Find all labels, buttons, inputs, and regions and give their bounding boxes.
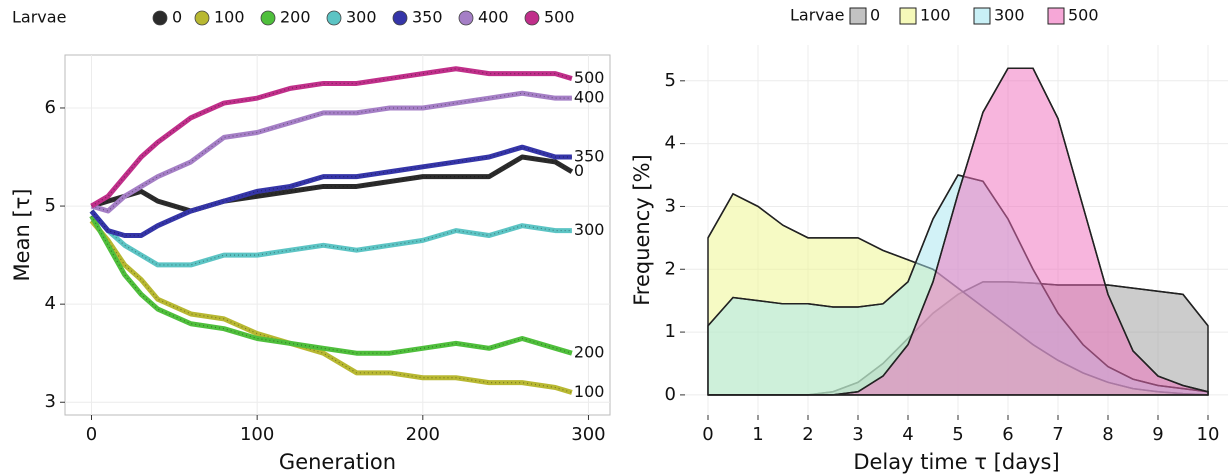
y-tick-label: 3 bbox=[665, 195, 676, 216]
x-axis-label: Generation bbox=[279, 450, 396, 474]
series-line bbox=[90, 90, 572, 214]
series-line bbox=[90, 154, 574, 214]
legend-label: 100 bbox=[920, 6, 951, 25]
series-line-dots bbox=[91, 210, 572, 266]
y-axis-label: Mean [τ] bbox=[10, 189, 34, 282]
y-tick-label: 4 bbox=[45, 293, 56, 314]
legend-label: 0 bbox=[870, 6, 880, 25]
legend-swatch bbox=[392, 10, 408, 26]
series-line-dots bbox=[91, 156, 573, 212]
y-tick-label: 3 bbox=[45, 391, 56, 412]
end-label: 100 bbox=[574, 382, 605, 401]
legend-swatch bbox=[524, 10, 540, 26]
legend-swatch bbox=[458, 10, 474, 26]
legend-swatch bbox=[260, 10, 276, 26]
series-line bbox=[89, 214, 573, 356]
end-label: 350 bbox=[574, 147, 605, 166]
x-tick-label: 0 bbox=[86, 424, 97, 445]
legend-swatch bbox=[849, 7, 867, 25]
x-tick-label: 200 bbox=[406, 424, 440, 445]
legend-swatch bbox=[899, 7, 917, 25]
x-tick-label: 300 bbox=[571, 424, 605, 445]
series-line bbox=[89, 144, 572, 238]
legend-label: 100 bbox=[214, 8, 245, 27]
x-tick-label: 1 bbox=[752, 424, 763, 445]
legend-swatch bbox=[1047, 7, 1065, 25]
x-tick-label: 7 bbox=[1052, 424, 1063, 445]
x-tick-label: 9 bbox=[1152, 424, 1163, 445]
legend-title: Larvae bbox=[790, 6, 844, 25]
end-label: 500 bbox=[574, 68, 605, 87]
x-tick-label: 5 bbox=[952, 424, 963, 445]
end-label: 0 bbox=[574, 161, 584, 180]
x-tick-label: 4 bbox=[902, 424, 913, 445]
legend-label: 200 bbox=[280, 8, 311, 27]
y-tick-label: 1 bbox=[665, 321, 676, 342]
legend-label: 300 bbox=[994, 6, 1025, 25]
legend-swatch bbox=[326, 10, 342, 26]
series-line-dots bbox=[91, 68, 573, 207]
y-tick-label: 5 bbox=[45, 195, 56, 216]
x-tick-label: 2 bbox=[802, 424, 813, 445]
x-axis-label: Delay time τ [days] bbox=[853, 450, 1059, 474]
x-tick-label: 100 bbox=[240, 424, 274, 445]
area-outline bbox=[708, 67, 1209, 396]
legend-swatch bbox=[152, 10, 168, 26]
x-tick-label: 10 bbox=[1197, 424, 1220, 445]
legend-label: 400 bbox=[478, 8, 509, 27]
legend-label: 500 bbox=[1068, 6, 1099, 25]
y-tick-label: 0 bbox=[665, 384, 676, 405]
y-tick-label: 5 bbox=[665, 70, 676, 91]
legend-swatch bbox=[973, 7, 991, 25]
series-line-dots bbox=[90, 215, 573, 354]
series-line bbox=[89, 209, 572, 268]
y-tick-label: 6 bbox=[45, 97, 56, 118]
legend-swatch bbox=[194, 10, 210, 26]
y-tick-label: 2 bbox=[665, 258, 676, 279]
x-tick-label: 8 bbox=[1102, 424, 1113, 445]
series-line-dots bbox=[91, 92, 572, 212]
end-label: 300 bbox=[574, 220, 605, 239]
y-tick-label: 4 bbox=[665, 133, 676, 154]
legend-label: 350 bbox=[412, 8, 443, 27]
legend-title: Larvae bbox=[12, 8, 66, 27]
legend-label: 300 bbox=[346, 8, 377, 27]
x-tick-label: 3 bbox=[852, 424, 863, 445]
series-line-dots bbox=[91, 146, 572, 237]
end-label: 200 bbox=[574, 343, 605, 362]
series-line bbox=[90, 66, 573, 209]
end-label: 400 bbox=[574, 88, 605, 107]
x-tick-label: 0 bbox=[702, 424, 713, 445]
legend-label: 500 bbox=[544, 8, 575, 27]
y-axis-label: Frequency [%] bbox=[630, 154, 654, 306]
x-tick-label: 6 bbox=[1002, 424, 1013, 445]
legend-label: 0 bbox=[172, 8, 182, 27]
